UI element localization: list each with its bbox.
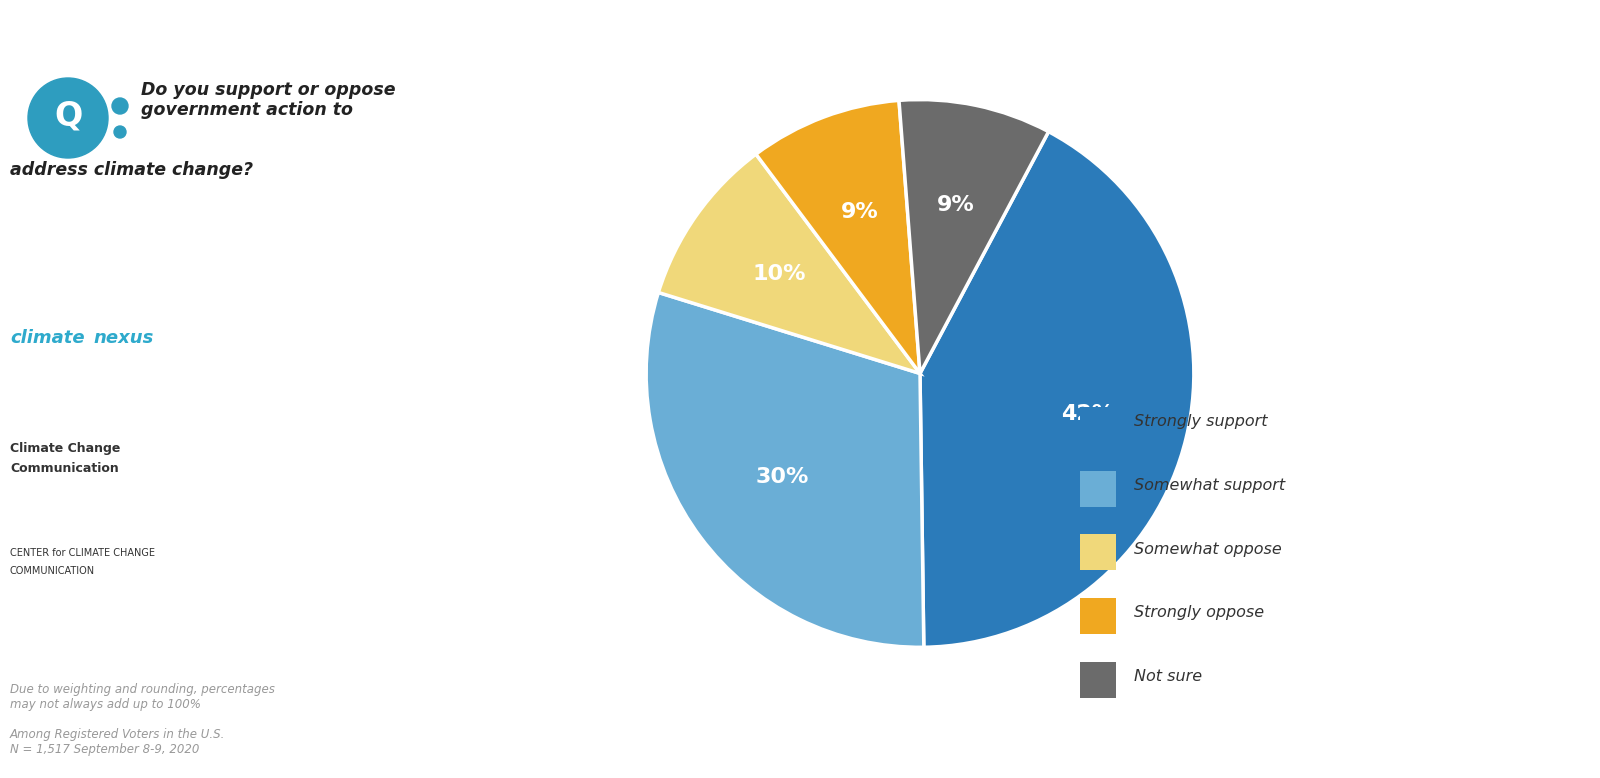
Text: Communication: Communication [10,461,118,475]
Text: Due to weighting and rounding, percentages
may not always add up to 100%: Due to weighting and rounding, percentag… [10,683,275,711]
Text: Q: Q [54,100,82,132]
Text: address climate change?: address climate change? [10,161,253,179]
Text: nexus: nexus [93,329,154,347]
Text: Somewhat support: Somewhat support [1134,478,1285,493]
Wedge shape [755,100,920,373]
Wedge shape [646,293,923,647]
Text: Strongly support: Strongly support [1134,414,1267,429]
Circle shape [114,126,126,138]
Wedge shape [899,100,1048,373]
Bar [1080,598,1117,634]
Text: Somewhat oppose: Somewhat oppose [1134,541,1282,556]
Text: COMMUNICATION: COMMUNICATION [10,566,94,576]
Text: 9%: 9% [840,202,878,222]
Wedge shape [658,154,920,373]
Text: Do you support or oppose
government action to: Do you support or oppose government acti… [141,81,395,119]
Text: Not sure: Not sure [1134,669,1202,684]
Bar [1080,662,1117,698]
Text: 30%: 30% [755,467,808,487]
Text: 9%: 9% [936,194,974,215]
Text: Among Registered Voters in the U.S.
N = 1,517 September 8-9, 2020: Among Registered Voters in the U.S. N = … [10,728,226,756]
Circle shape [112,98,128,114]
Bar [1080,534,1117,570]
Text: climate: climate [10,329,85,347]
Text: Climate Change: Climate Change [10,441,120,454]
Text: CENTER for CLIMATE CHANGE: CENTER for CLIMATE CHANGE [10,548,155,558]
Circle shape [29,78,109,158]
Text: 10%: 10% [752,264,806,284]
Wedge shape [920,131,1194,647]
Text: 42%: 42% [1061,404,1114,424]
Bar [1080,407,1117,443]
Bar [1080,471,1117,506]
Text: Strongly oppose: Strongly oppose [1134,605,1264,620]
